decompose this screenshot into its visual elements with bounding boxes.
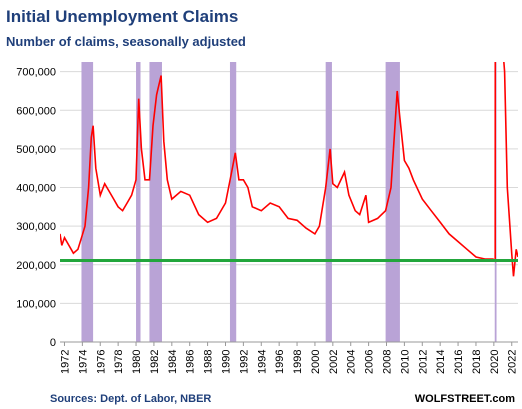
data-line — [60, 62, 518, 277]
x-tick-label: 2018 — [471, 350, 483, 374]
x-tick-label: 2010 — [399, 350, 411, 374]
x-tick-label: 2008 — [382, 350, 394, 374]
brand: WOLFSTREET.com — [415, 393, 515, 405]
recession-band — [136, 62, 141, 342]
x-tick-label: 1994 — [256, 350, 268, 374]
x-tick-label: 1980 — [131, 350, 143, 374]
x-tick-label: 2002 — [328, 350, 340, 374]
recession-band — [385, 62, 400, 342]
x-tick-label: 1972 — [59, 350, 71, 374]
x-tick-label: 1986 — [185, 350, 197, 374]
x-tick-label: 1990 — [220, 350, 232, 374]
x-tick-label: 1974 — [77, 350, 89, 374]
recession-band — [325, 62, 332, 342]
x-tick-label: 2014 — [435, 350, 447, 374]
y-tick-label: 700,000 — [16, 67, 56, 79]
chart-subtitle: Number of claims, seasonally adjusted — [6, 34, 246, 49]
recession-band — [229, 62, 237, 342]
chart-title: Initial Unemployment Claims — [6, 7, 238, 26]
x-tick-label: 1998 — [292, 350, 304, 374]
x-tick-label: 2022 — [507, 350, 519, 374]
x-tick-label: 1996 — [274, 350, 286, 374]
x-tick-label: 2016 — [453, 350, 465, 374]
x-tick-label: 2000 — [310, 350, 322, 374]
y-tick-label: 100,000 — [16, 298, 56, 310]
source: Sources: Dept. of Labor, NBER — [50, 393, 211, 405]
x-tick-label: 2004 — [346, 350, 358, 374]
x-tick-label: 1978 — [113, 350, 125, 374]
y-tick-label: 200,000 — [16, 260, 56, 272]
y-tick-label: 0 — [50, 337, 56, 349]
y-tick-label: 600,000 — [16, 105, 56, 117]
x-tick-label: 1982 — [149, 350, 161, 374]
y-tick-label: 300,000 — [16, 221, 56, 233]
x-tick-label: 1992 — [238, 350, 250, 374]
x-tick-label: 1984 — [167, 350, 179, 374]
x-tick-label: 1976 — [95, 350, 107, 374]
x-tick-label: 2012 — [417, 350, 429, 374]
y-tick-label: 500,000 — [16, 144, 56, 156]
y-tick-label: 400,000 — [16, 183, 56, 195]
x-tick-label: 2020 — [489, 350, 501, 374]
x-tick-label: 2006 — [364, 350, 376, 374]
x-tick-label: 1988 — [203, 350, 215, 374]
